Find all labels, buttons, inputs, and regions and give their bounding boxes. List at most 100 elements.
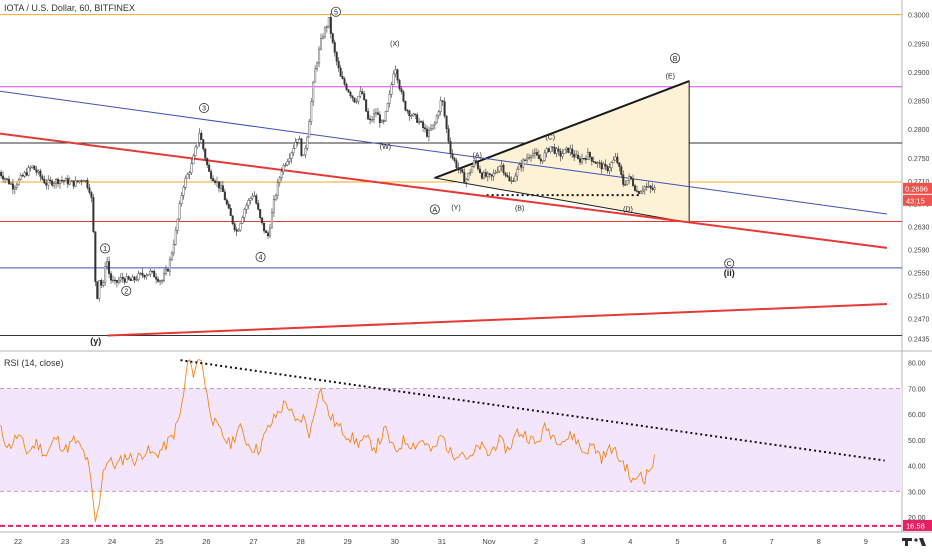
candle-body <box>639 191 642 194</box>
candle-body <box>567 147 570 153</box>
candle-body <box>225 199 228 205</box>
candle-body <box>477 162 480 170</box>
wave-label: B <box>673 56 678 63</box>
candle-body <box>469 172 472 174</box>
candle-body <box>363 93 366 100</box>
candle-body <box>115 280 118 283</box>
candle-body <box>467 172 470 180</box>
candle-body <box>57 179 60 184</box>
candle-body <box>164 269 167 274</box>
price-tick-label: 0.2900 <box>908 70 930 77</box>
candle-body <box>253 195 256 197</box>
candle-body <box>104 266 107 283</box>
time-tick-label: 29 <box>344 537 352 546</box>
candle-body <box>361 91 364 94</box>
candle-body <box>616 156 619 164</box>
candle-body <box>551 146 554 148</box>
candle-body <box>149 270 152 275</box>
candle-body <box>482 172 485 179</box>
candle-body <box>445 115 448 129</box>
candle-body <box>106 261 109 267</box>
candle-body <box>547 148 550 152</box>
candle-body <box>229 208 232 217</box>
candle-body <box>624 184 627 186</box>
candle-body <box>70 180 73 182</box>
candle-body <box>374 112 377 114</box>
time-tick-label: 6 <box>722 537 726 546</box>
candle-body <box>418 121 421 123</box>
rsi-marked-label: 16.58 <box>906 521 925 530</box>
candle-body <box>145 275 148 278</box>
candle-body <box>459 169 462 171</box>
candle-body <box>304 148 307 156</box>
candle-body <box>206 158 209 166</box>
time-tick-label: 22 <box>14 537 22 546</box>
candle-body <box>565 147 568 150</box>
candle-body <box>49 179 52 182</box>
candle-body <box>184 177 187 188</box>
candle-body <box>139 272 142 275</box>
candle-body <box>66 178 69 185</box>
candle-body <box>376 112 379 115</box>
wave-label: 2 <box>124 288 128 295</box>
candle-body <box>247 200 250 206</box>
candle-body <box>212 178 215 182</box>
candle-body <box>274 194 277 200</box>
time-tick-label: 8 <box>817 537 821 546</box>
candle-body <box>498 166 501 172</box>
candle-body <box>372 113 375 120</box>
candle-body <box>608 167 611 172</box>
candle-body <box>272 199 275 213</box>
candle-body <box>335 52 338 62</box>
candle-body <box>488 173 491 175</box>
candle-body <box>600 162 603 170</box>
candle-body <box>614 156 617 161</box>
candle-body <box>369 118 372 121</box>
candle-body <box>15 184 18 188</box>
candle-body <box>108 261 111 274</box>
trendline-0 <box>0 90 888 215</box>
candle-body <box>51 180 54 186</box>
candle-body <box>628 176 631 181</box>
candle-body <box>155 276 158 280</box>
candle-body <box>424 127 427 130</box>
candle-body <box>620 166 623 175</box>
candle-body <box>484 172 487 177</box>
candle-body <box>231 215 234 224</box>
candle-body <box>533 152 536 154</box>
candle-body <box>292 147 295 154</box>
candle-body <box>127 276 130 280</box>
candle-body <box>74 180 77 187</box>
candle-body <box>457 167 460 170</box>
candle-body <box>333 42 336 53</box>
candle-body <box>90 192 93 198</box>
candle-body <box>561 153 564 157</box>
candle-body <box>267 232 270 237</box>
candle-body <box>198 132 201 143</box>
price-tick-label: 0.2750 <box>908 156 930 163</box>
candle-body <box>367 111 370 120</box>
wave-label: 1 <box>103 246 107 253</box>
candle-body <box>78 180 81 182</box>
candle-body <box>398 79 401 90</box>
candle-body <box>429 128 432 131</box>
candle-body <box>465 179 468 183</box>
candle-body <box>637 191 640 194</box>
candle-body <box>571 148 574 155</box>
candle-body <box>82 180 85 182</box>
wave-label: (D) <box>623 206 633 213</box>
candle-body <box>227 203 230 209</box>
candle-body <box>622 174 625 185</box>
candle-body <box>60 179 63 182</box>
candle-body <box>23 172 26 177</box>
candle-body <box>416 114 419 123</box>
candle-body <box>55 179 58 184</box>
candle-body <box>143 275 146 278</box>
candle-body <box>88 187 91 193</box>
candle-body <box>170 252 173 260</box>
candle-body <box>147 273 150 276</box>
price-tick-label: 0.2590 <box>908 248 930 255</box>
candle-body <box>343 78 346 85</box>
candle-body <box>102 282 105 286</box>
candle-body <box>4 178 7 180</box>
